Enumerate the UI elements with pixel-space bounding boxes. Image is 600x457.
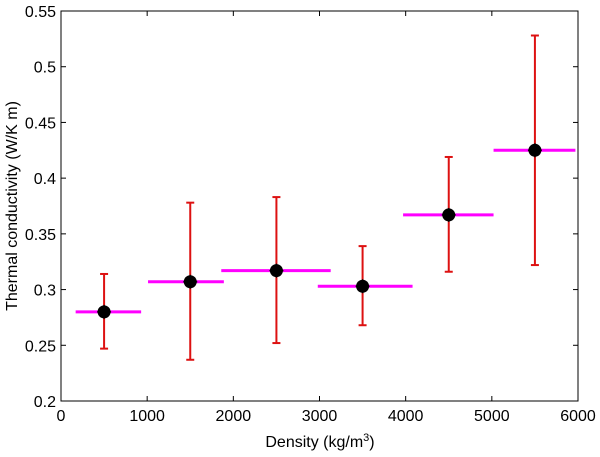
- y-tick-label: 0.45: [25, 115, 56, 132]
- y-tick-label: 0.2: [34, 394, 56, 411]
- y-tick-label: 0.4: [34, 171, 56, 188]
- y-tick-label: 0.3: [34, 283, 56, 300]
- y-tick-label: 0.55: [25, 4, 56, 21]
- x-tick-label: 1000: [129, 408, 165, 425]
- y-tick-label: 0.25: [25, 338, 56, 355]
- x-axis: 0 1000 2000 3000 4000 5000 6000: [57, 11, 596, 425]
- x-axis-label-superscript: 3: [363, 432, 369, 444]
- x-axis-label-main: Density (kg/m: [265, 434, 363, 451]
- plot-area: [60, 10, 579, 402]
- x-tick-label: 6000: [560, 408, 596, 425]
- x-tick-label: 2000: [216, 408, 252, 425]
- x-axis-label-end: ): [369, 434, 374, 451]
- y-tick-label: 0.5: [34, 60, 56, 77]
- y-axis-label: Thermal conductivity (W/K m): [4, 101, 21, 311]
- y-axis: 0.2 0.25 0.3 0.35 0.4 0.45 0.5 0.55: [25, 4, 578, 411]
- x-tick-label: 4000: [388, 408, 424, 425]
- x-axis-label: Density (kg/m3): [265, 432, 374, 451]
- y-tick-label: 0.35: [25, 227, 56, 244]
- data-series: [75, 34, 576, 361]
- x-tick-label: 5000: [474, 408, 510, 425]
- x-tick-label: 0: [57, 408, 66, 425]
- x-tick-label: 3000: [302, 408, 338, 425]
